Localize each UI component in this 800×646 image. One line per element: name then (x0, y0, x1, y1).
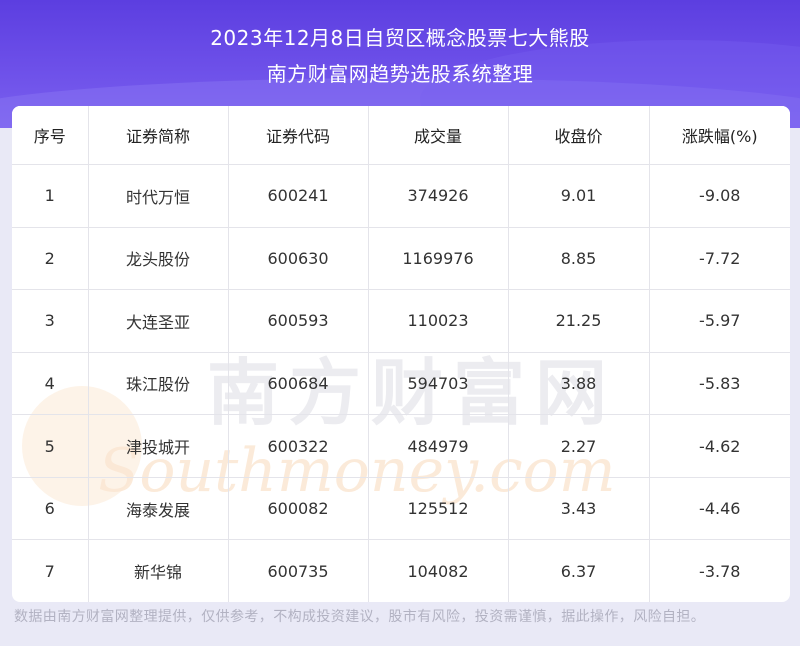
cell-volume: 374926 (367, 164, 509, 228)
disclaimer-footer: 数据由南方财富网整理提供，仅供参考，不构成投资建议，股市有风险，投资需谨慎，据此… (14, 609, 706, 625)
cell-code: 600082 (227, 476, 369, 541)
cell-close: 3.88 (507, 351, 650, 416)
cell-code: 600735 (227, 539, 369, 602)
cell-name: 龙头股份 (87, 226, 229, 291)
cell-volume: 125512 (367, 476, 509, 541)
cell-change: -7.72 (648, 226, 790, 291)
cell-name: 津投城开 (87, 414, 229, 478)
cell-close: 21.25 (507, 289, 650, 353)
cell-close: 9.01 (507, 164, 650, 228)
stock-table-card: 南方财富网 Southmoney.com 序号 证券简称 证券代码 成交量 收盘… (12, 106, 790, 602)
cell-code: 600241 (227, 164, 369, 228)
cell-change: -4.62 (648, 414, 790, 478)
cell-code: 600593 (227, 289, 369, 353)
cell-index: 1 (12, 164, 89, 228)
cell-index: 4 (12, 351, 89, 416)
cell-close: 3.43 (507, 476, 650, 541)
cell-code: 600684 (227, 351, 369, 416)
cell-close: 2.27 (507, 414, 650, 478)
header-banner: 2023年12月8日自贸区概念股票七大熊股 南方财富网趋势选股系统整理 (0, 0, 800, 128)
table-header-row: 序号 证券简称 证券代码 成交量 收盘价 涨跌幅(%) (12, 106, 790, 165)
cell-index: 5 (12, 414, 89, 478)
cell-change: -5.97 (648, 289, 790, 353)
cell-name: 海泰发展 (87, 476, 229, 541)
table-row: 7 新华锦 600735 104082 6.37 -3.78 (12, 539, 790, 602)
cell-change: -3.78 (648, 539, 790, 602)
column-header-code: 证券代码 (227, 106, 369, 165)
page-title: 2023年12月8日自贸区概念股票七大熊股 (210, 26, 590, 50)
cell-volume: 484979 (367, 414, 509, 478)
cell-index: 2 (12, 226, 89, 291)
column-header-volume: 成交量 (367, 106, 509, 165)
cell-close: 8.85 (507, 226, 650, 291)
column-header-index: 序号 (12, 106, 89, 165)
table-row: 4 珠江股份 600684 594703 3.88 -5.83 (12, 351, 790, 416)
stock-table: 序号 证券简称 证券代码 成交量 收盘价 涨跌幅(%) 1 时代万恒 60024… (12, 106, 790, 602)
column-header-change: 涨跌幅(%) (648, 106, 790, 165)
cell-volume: 1169976 (367, 226, 509, 291)
cell-index: 6 (12, 476, 89, 541)
column-header-name: 证券简称 (87, 106, 229, 165)
cell-name: 大连圣亚 (87, 289, 229, 353)
table-row: 5 津投城开 600322 484979 2.27 -4.62 (12, 414, 790, 478)
cell-index: 7 (12, 539, 89, 602)
table-row: 1 时代万恒 600241 374926 9.01 -9.08 (12, 164, 790, 228)
cell-change: -4.46 (648, 476, 790, 541)
cell-code: 600322 (227, 414, 369, 478)
cell-change: -5.83 (648, 351, 790, 416)
cell-index: 3 (12, 289, 89, 353)
cell-close: 6.37 (507, 539, 650, 602)
cell-volume: 104082 (367, 539, 509, 602)
cell-volume: 594703 (367, 351, 509, 416)
table-row: 2 龙头股份 600630 1169976 8.85 -7.72 (12, 226, 790, 291)
cell-name: 时代万恒 (87, 164, 229, 228)
column-header-close: 收盘价 (507, 106, 650, 165)
table-row: 3 大连圣亚 600593 110023 21.25 -5.97 (12, 289, 790, 353)
cell-name: 新华锦 (87, 539, 229, 602)
cell-name: 珠江股份 (87, 351, 229, 416)
cell-change: -9.08 (648, 164, 790, 228)
page-subtitle: 南方财富网趋势选股系统整理 (266, 62, 534, 86)
cell-volume: 110023 (367, 289, 509, 353)
cell-code: 600630 (227, 226, 369, 291)
table-row: 6 海泰发展 600082 125512 3.43 -4.46 (12, 476, 790, 541)
